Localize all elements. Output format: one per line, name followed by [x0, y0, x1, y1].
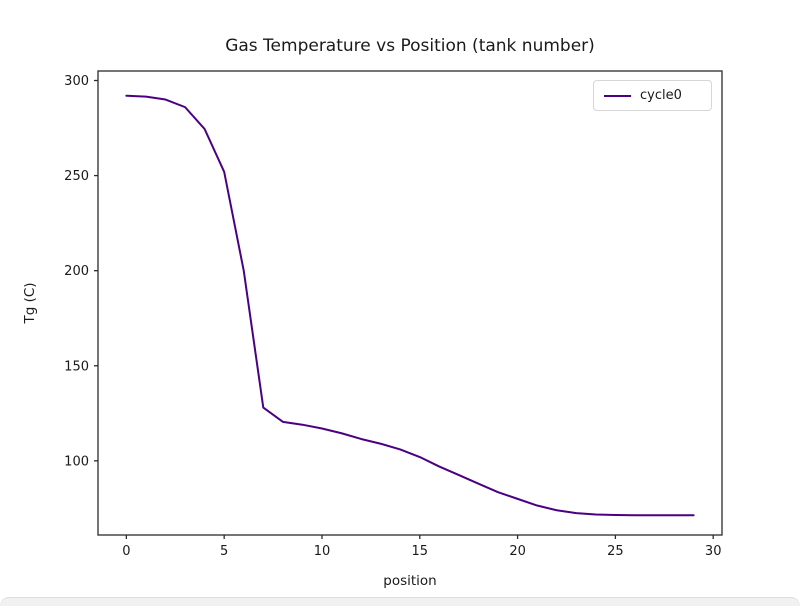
x-tick-label: 15 — [412, 544, 429, 559]
legend-series-label: cycle0 — [640, 88, 682, 103]
y-axis-label: Tg (C) — [22, 282, 38, 324]
bottom-panel-edge — [0, 597, 800, 606]
y-tick-label: 150 — [64, 359, 89, 374]
x-tick-label: 30 — [705, 544, 722, 559]
y-tick-label: 300 — [64, 74, 89, 89]
legend-line-swatch — [604, 94, 631, 97]
x-tick-label: 20 — [509, 544, 526, 559]
y-tick-label: 250 — [64, 169, 89, 184]
series-line-cycle0 — [125, 94, 695, 517]
plot-spines — [97, 70, 723, 536]
y-tick-label: 100 — [64, 454, 89, 469]
x-tick-label: 0 — [122, 544, 130, 559]
y-tick-label: 200 — [64, 264, 89, 279]
chart-title: Gas Temperature vs Position (tank number… — [225, 36, 595, 56]
legend: cycle0 — [593, 80, 712, 111]
x-tick-label: 10 — [314, 544, 331, 559]
x-tick-label: 25 — [607, 544, 624, 559]
x-tick-label: 5 — [220, 544, 228, 559]
x-axis-label: position — [383, 573, 437, 589]
